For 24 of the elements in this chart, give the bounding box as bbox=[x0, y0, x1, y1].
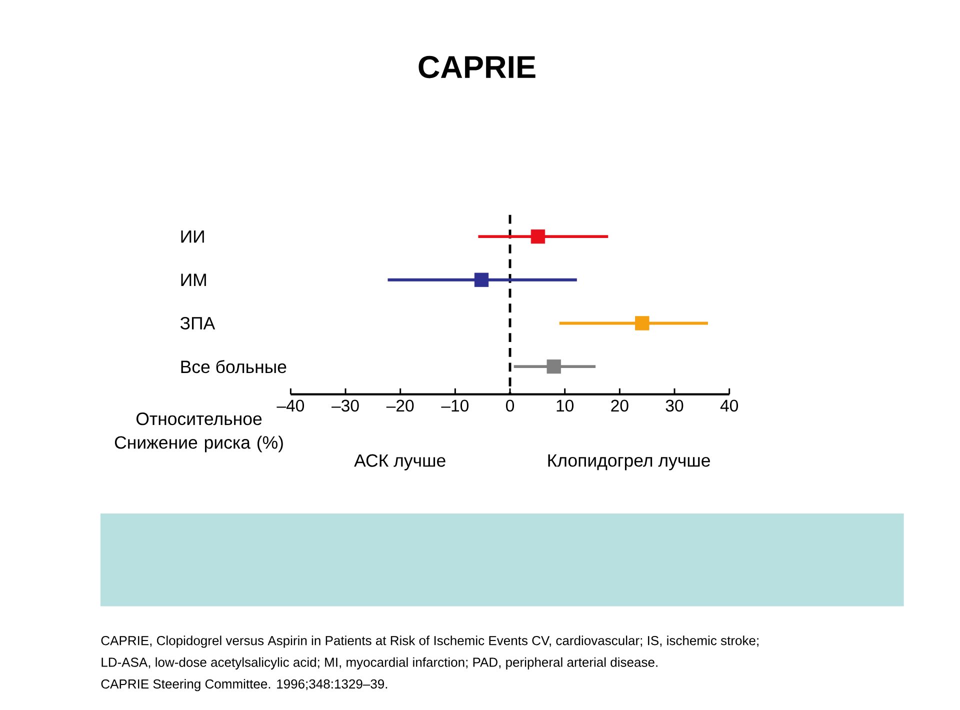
text: АСК лучше bbox=[354, 454, 446, 470]
x-tick-label: 10 bbox=[556, 400, 574, 412]
chart-title: CAPRIE bbox=[418, 56, 536, 78]
text: LD-ASA, low-dose acetylsalicylic acid; MI, myocardial infarction; PAD, peripheral arterial disease. bbox=[102, 657, 658, 670]
text: CAPRIE, Clopidogrel versus Aspirin in Patients at Risk of Ischemic Events CV, cardiovascular; IS, ischemic stroke; bbox=[101, 636, 758, 648]
x-tick-label: 0 bbox=[506, 400, 514, 412]
point bbox=[530, 230, 546, 244]
x-tick-label: –30 bbox=[332, 400, 359, 412]
x-tick-label: –10 bbox=[441, 400, 469, 412]
y-tick-label: ЗПА bbox=[180, 317, 216, 330]
x-tick-label: 20 bbox=[611, 400, 628, 412]
point bbox=[546, 360, 561, 374]
x-tick-label: 30 bbox=[666, 400, 684, 412]
y-tick-label: ИМ bbox=[181, 274, 206, 286]
y-tick-label: Все больные bbox=[181, 360, 286, 374]
x-axis-title: Относительное Снижение риска (%) bbox=[114, 412, 283, 452]
x-tick-label: –40 bbox=[276, 400, 304, 412]
y-tick-label: ИИ bbox=[181, 230, 204, 243]
point bbox=[474, 272, 489, 288]
text: CAPRIE Steering Committee. 1996;348:1329–39. bbox=[101, 679, 388, 692]
point bbox=[635, 316, 650, 330]
x-tick-label: –20 bbox=[386, 400, 414, 412]
x-tick-label: 40 bbox=[720, 400, 738, 412]
text: Клопидогрел лучше bbox=[548, 454, 710, 470]
